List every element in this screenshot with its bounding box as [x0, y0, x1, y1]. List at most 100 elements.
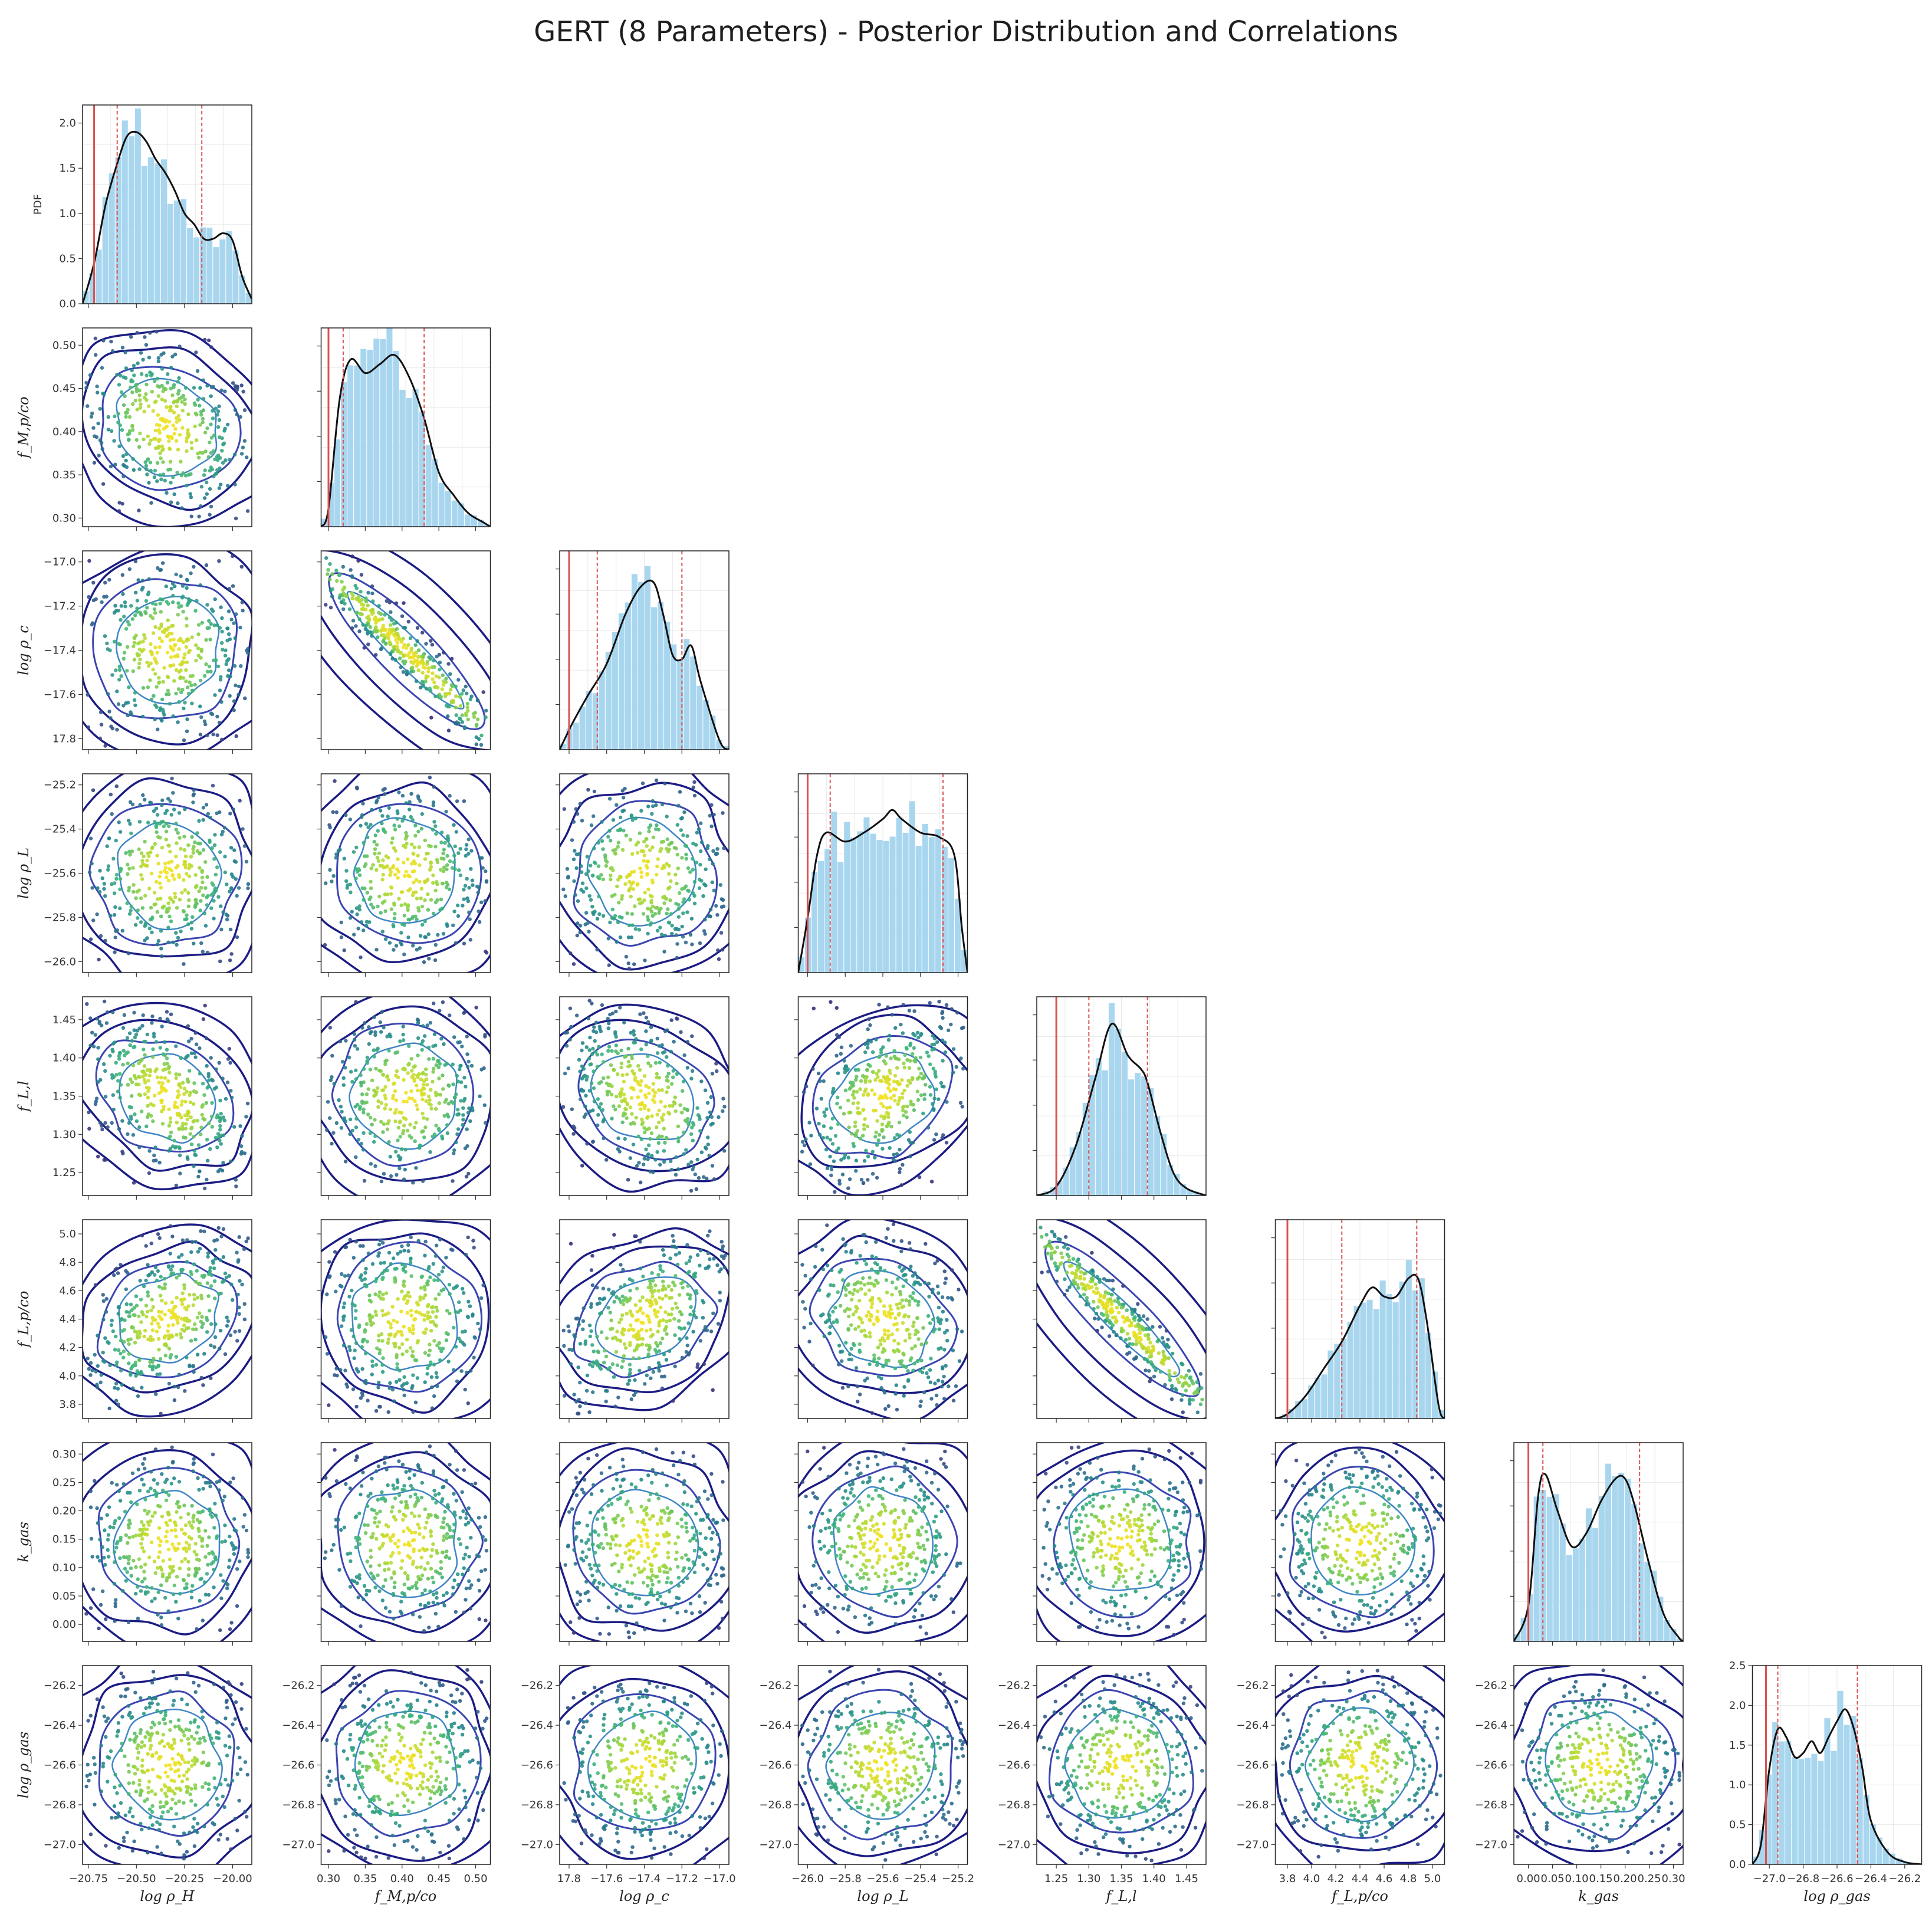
sample-point — [217, 720, 222, 725]
sample-point — [440, 687, 444, 691]
sample-point — [209, 385, 214, 390]
sample-point — [168, 1224, 173, 1228]
sample-point — [371, 863, 375, 867]
sample-point — [411, 1181, 415, 1185]
sample-point — [234, 683, 238, 688]
sample-point — [354, 611, 359, 615]
sample-point — [578, 1380, 582, 1385]
sample-point — [393, 1089, 397, 1094]
sample-point — [357, 629, 362, 633]
sample-point — [227, 1274, 231, 1278]
sample-point — [186, 650, 191, 655]
sample-point — [588, 1062, 592, 1067]
sample-point — [159, 929, 163, 933]
sample-point — [651, 1370, 656, 1374]
sample-point — [222, 441, 226, 445]
sample-point — [127, 849, 132, 854]
sample-point — [229, 1282, 234, 1286]
sample-point — [684, 856, 689, 861]
sample-point — [587, 1089, 592, 1093]
sample-point — [198, 1281, 202, 1286]
sample-point — [88, 1373, 93, 1377]
sample-point — [160, 697, 165, 702]
sample-point — [117, 501, 121, 505]
sample-point — [192, 1297, 197, 1301]
sample-point — [637, 928, 642, 932]
sample-point — [670, 924, 674, 928]
sample-point — [432, 680, 436, 685]
sample-point — [130, 1039, 134, 1043]
sample-point — [429, 1305, 434, 1309]
sample-point — [430, 1385, 434, 1390]
sample-point — [674, 933, 678, 937]
sample-point — [218, 959, 222, 964]
sample-point — [691, 891, 695, 895]
sample-point — [595, 947, 599, 952]
sample-point — [663, 1141, 667, 1145]
sample-point — [698, 862, 702, 867]
sample-point — [898, 1148, 902, 1152]
sample-point — [117, 444, 121, 448]
sample-point — [159, 622, 163, 626]
sample-point — [170, 1334, 175, 1339]
sample-point — [173, 1100, 178, 1105]
sample-point — [202, 1352, 206, 1356]
sample-point — [167, 419, 172, 424]
sample-point — [665, 1055, 669, 1059]
sample-point — [416, 648, 421, 652]
sample-point — [139, 1298, 143, 1302]
sample-point — [397, 1368, 402, 1372]
sample-point — [199, 1375, 203, 1380]
x-axis-1 — [328, 1196, 477, 1200]
sample-point — [235, 1339, 239, 1343]
sample-point — [110, 812, 114, 816]
sample-point — [843, 1088, 848, 1092]
sample-point — [350, 575, 354, 579]
sample-point — [437, 1101, 442, 1105]
sample-point — [213, 887, 217, 891]
contour-level-1 — [594, 1276, 697, 1360]
sample-point — [148, 678, 152, 682]
sample-point — [177, 1273, 182, 1278]
sample-point — [721, 948, 725, 952]
sample-point — [609, 1063, 613, 1068]
sample-point — [657, 1088, 661, 1092]
sample-point — [615, 1072, 620, 1076]
sample-point — [617, 1150, 622, 1154]
sample-point — [665, 1028, 669, 1032]
sample-point — [108, 1053, 112, 1058]
sample-point — [153, 1145, 157, 1150]
sample-point — [351, 1387, 356, 1391]
sample-point — [413, 914, 418, 918]
sample-point — [195, 902, 199, 906]
sample-point — [846, 1098, 850, 1103]
sample-point — [138, 431, 142, 435]
sample-point — [621, 1267, 625, 1272]
sample-point — [607, 1045, 612, 1049]
sample-point — [466, 1401, 470, 1406]
sample-point — [133, 1112, 137, 1117]
sample-point — [593, 1039, 597, 1043]
sample-point — [875, 1072, 879, 1076]
sample-point — [162, 1062, 166, 1066]
sample-point — [400, 1244, 404, 1249]
sample-point — [114, 1398, 119, 1403]
sample-point — [601, 1119, 605, 1124]
sample-point — [242, 1247, 247, 1251]
sample-point — [219, 675, 223, 679]
sample-point — [90, 886, 94, 890]
sample-point — [124, 851, 128, 855]
sample-point — [801, 1140, 805, 1144]
sample-point — [143, 610, 147, 614]
sample-point — [165, 405, 169, 409]
sample-point — [221, 1255, 226, 1259]
sample-point — [387, 1386, 392, 1390]
sample-point — [127, 1352, 131, 1356]
sample-point — [155, 1075, 160, 1079]
sample-point — [568, 1006, 573, 1010]
sample-point — [334, 852, 339, 856]
sample-point — [336, 849, 340, 853]
sample-point — [824, 1147, 829, 1152]
sample-point — [834, 1149, 839, 1153]
sample-point — [182, 1092, 186, 1096]
